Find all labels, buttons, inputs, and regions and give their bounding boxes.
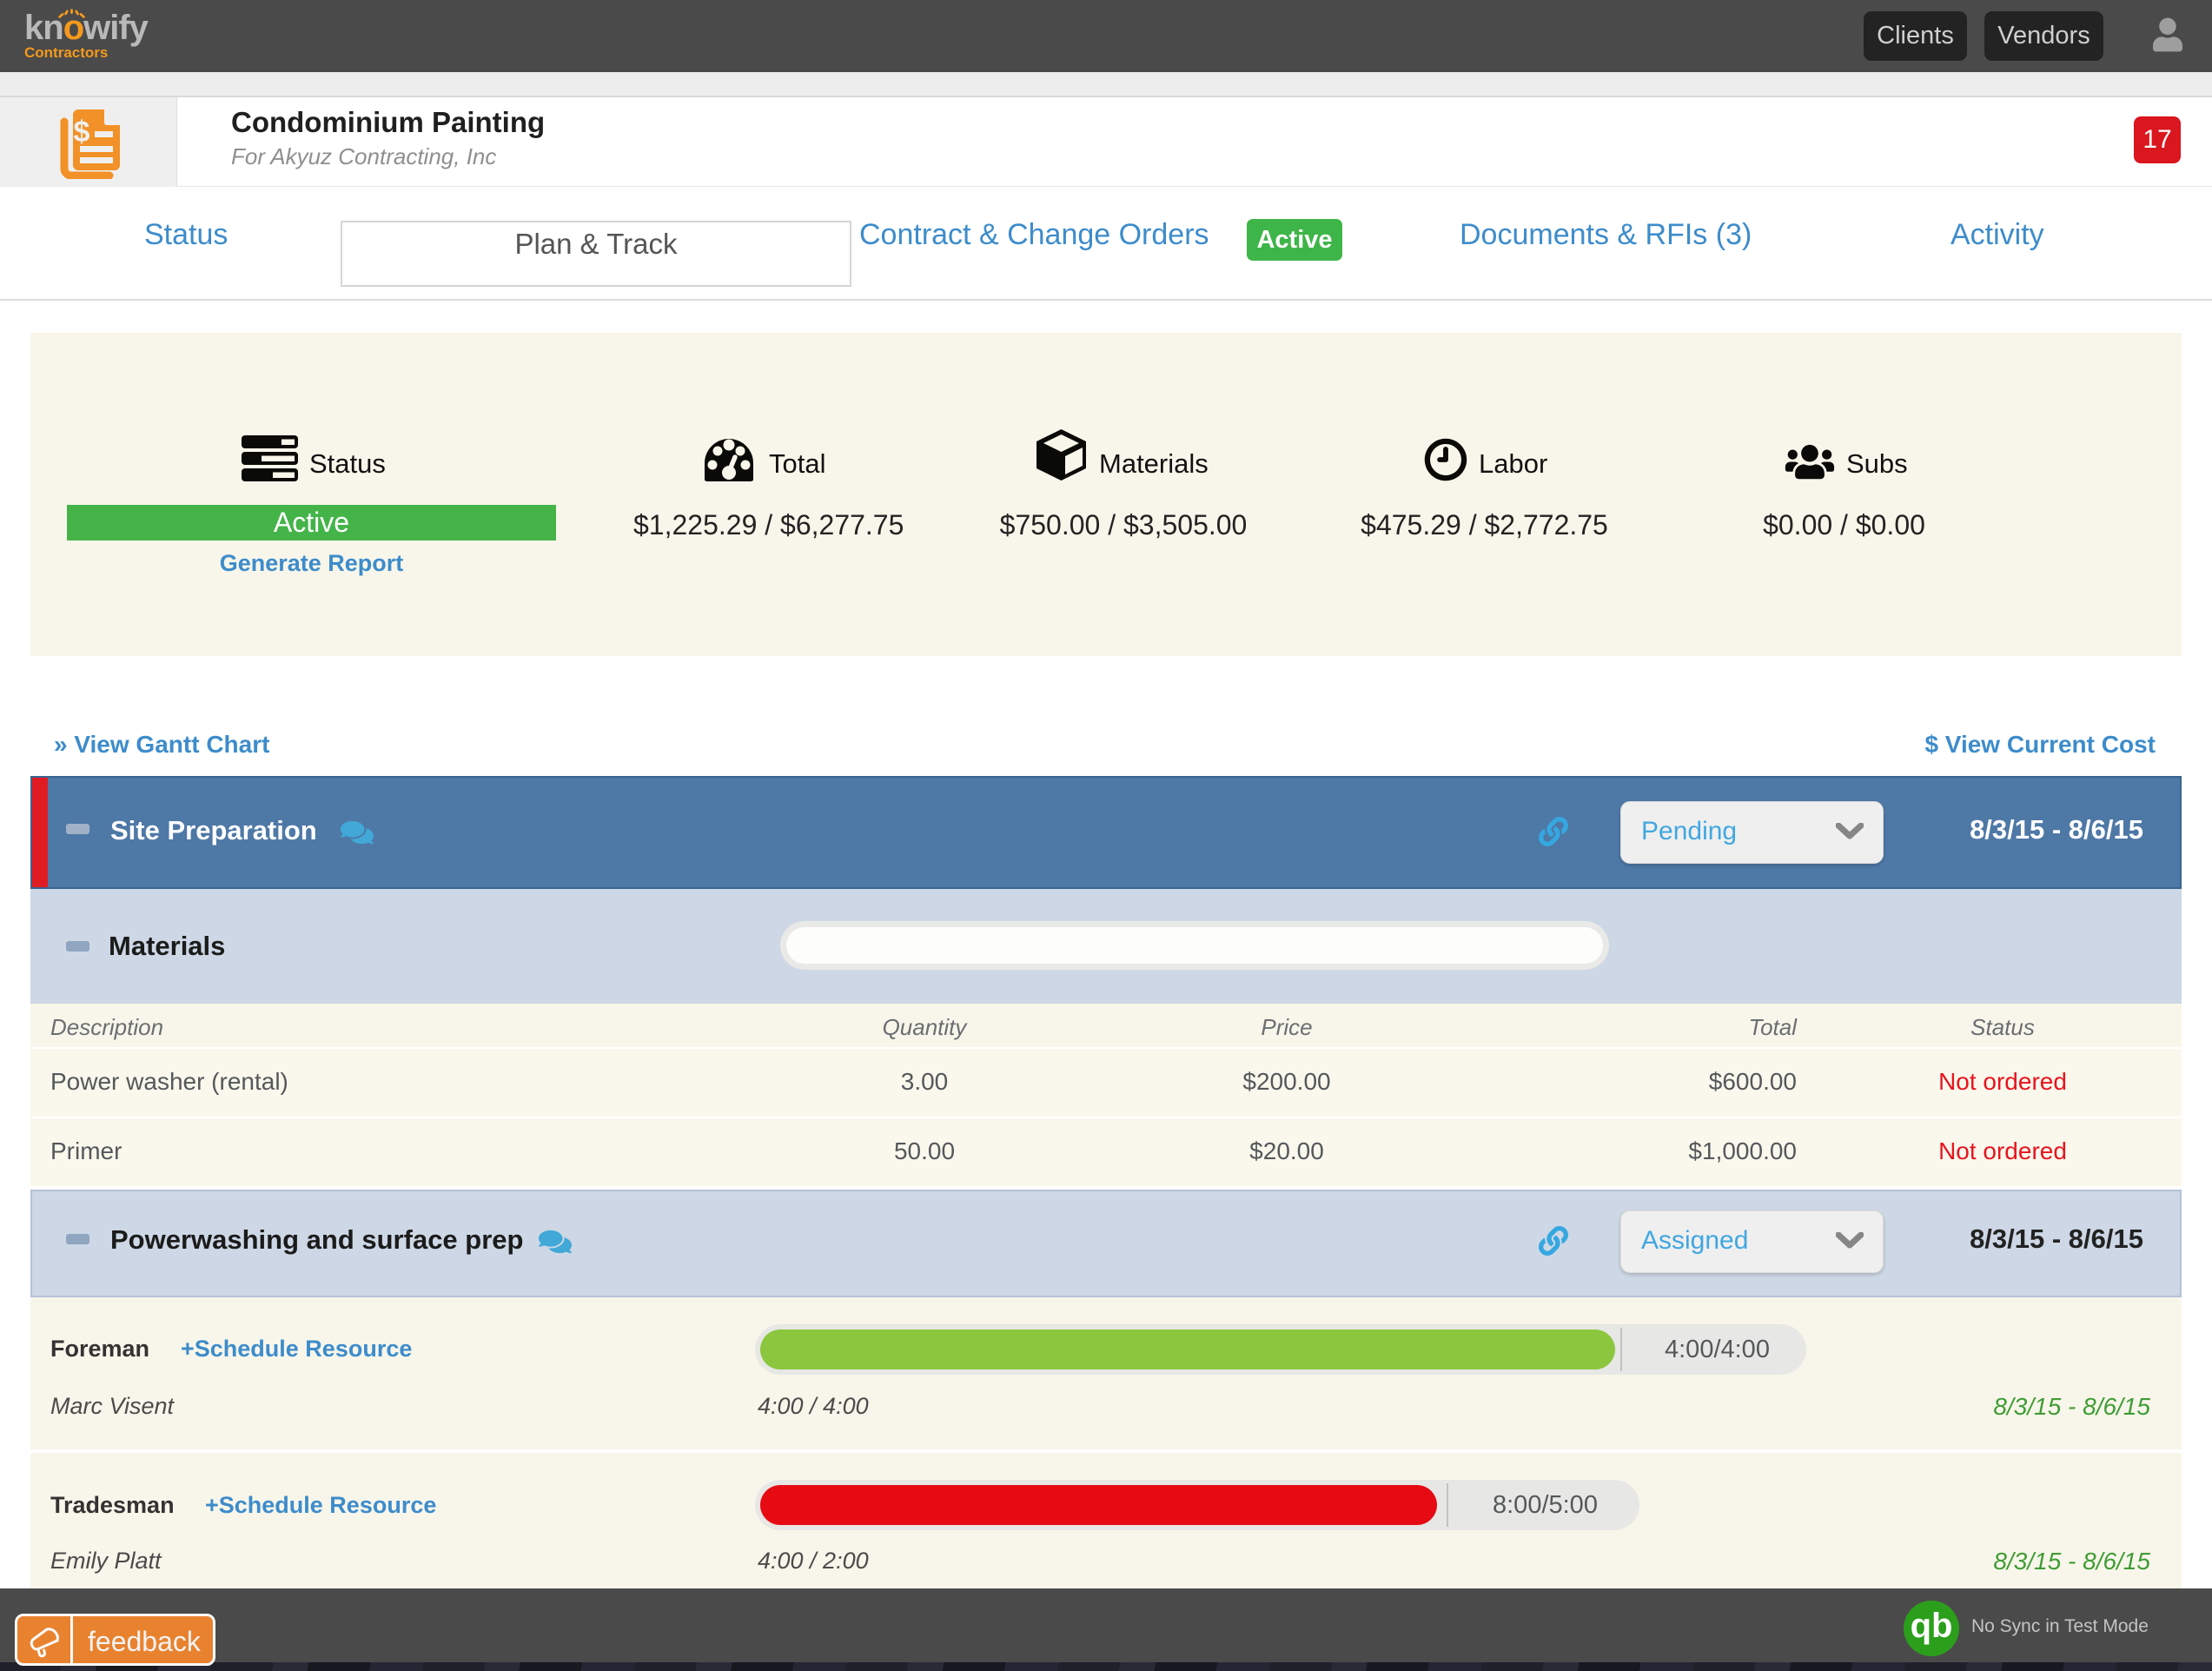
svg-text:$: $	[74, 116, 90, 149]
